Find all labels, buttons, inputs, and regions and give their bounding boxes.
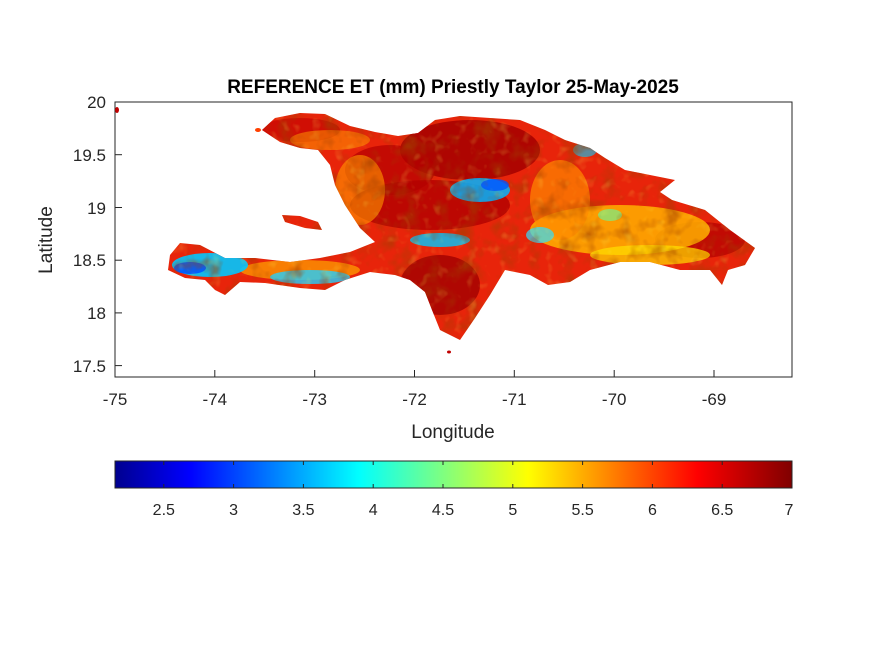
chart-title: REFERENCE ET (mm) Priestly Taylor 25-May…: [227, 77, 679, 98]
y-tick-label: 19: [87, 199, 106, 218]
colorbar: [114, 460, 793, 489]
colorbar-tick-label: 5: [508, 502, 517, 519]
colorbar-tick-label: 3: [229, 502, 238, 519]
y-tick-label: 19.5: [73, 146, 106, 165]
x-tick-label: -71: [502, 390, 527, 409]
x-tick-label: -72: [402, 390, 427, 409]
colorbar-ticks: [163, 461, 723, 488]
colorbar-tick-label: 5.5: [571, 502, 593, 519]
y-tick-label: 20: [87, 93, 106, 112]
x-tick-labels: -75 -74 -73 -72 -71 -70 -69: [103, 390, 727, 409]
y-axis-label: Latitude: [36, 206, 57, 274]
colorbar-tick-labels: 2.5 3 3.5 4 4.5 5 5.5 6 6.5 7: [153, 502, 794, 519]
colorbar-tick-label: 6.5: [711, 502, 733, 519]
y-tick-label: 17.5: [73, 357, 106, 376]
x-tick-label: -75: [103, 390, 128, 409]
x-tick-label: -69: [702, 390, 727, 409]
y-tick-label: 18: [87, 304, 106, 323]
x-tick-label: -74: [203, 390, 228, 409]
x-tick-label: -73: [302, 390, 327, 409]
x-axis-label: Longitude: [411, 422, 494, 443]
colorbar-tick-label: 4.5: [432, 502, 454, 519]
colorbar-tick-label: 4: [369, 502, 378, 519]
y-tick-label: 18.5: [73, 251, 106, 270]
colorbar-tick-label: 3.5: [292, 502, 314, 519]
x-tick-label: -70: [602, 390, 627, 409]
y-tick-labels: 20 19.5 19 18.5 18 17.5: [73, 93, 106, 376]
colorbar-tick-label: 6: [648, 502, 657, 519]
axis-ticks: [114, 101, 715, 377]
colorbar-tick-label: 7: [785, 502, 794, 519]
colorbar-tick-label: 2.5: [153, 502, 175, 519]
